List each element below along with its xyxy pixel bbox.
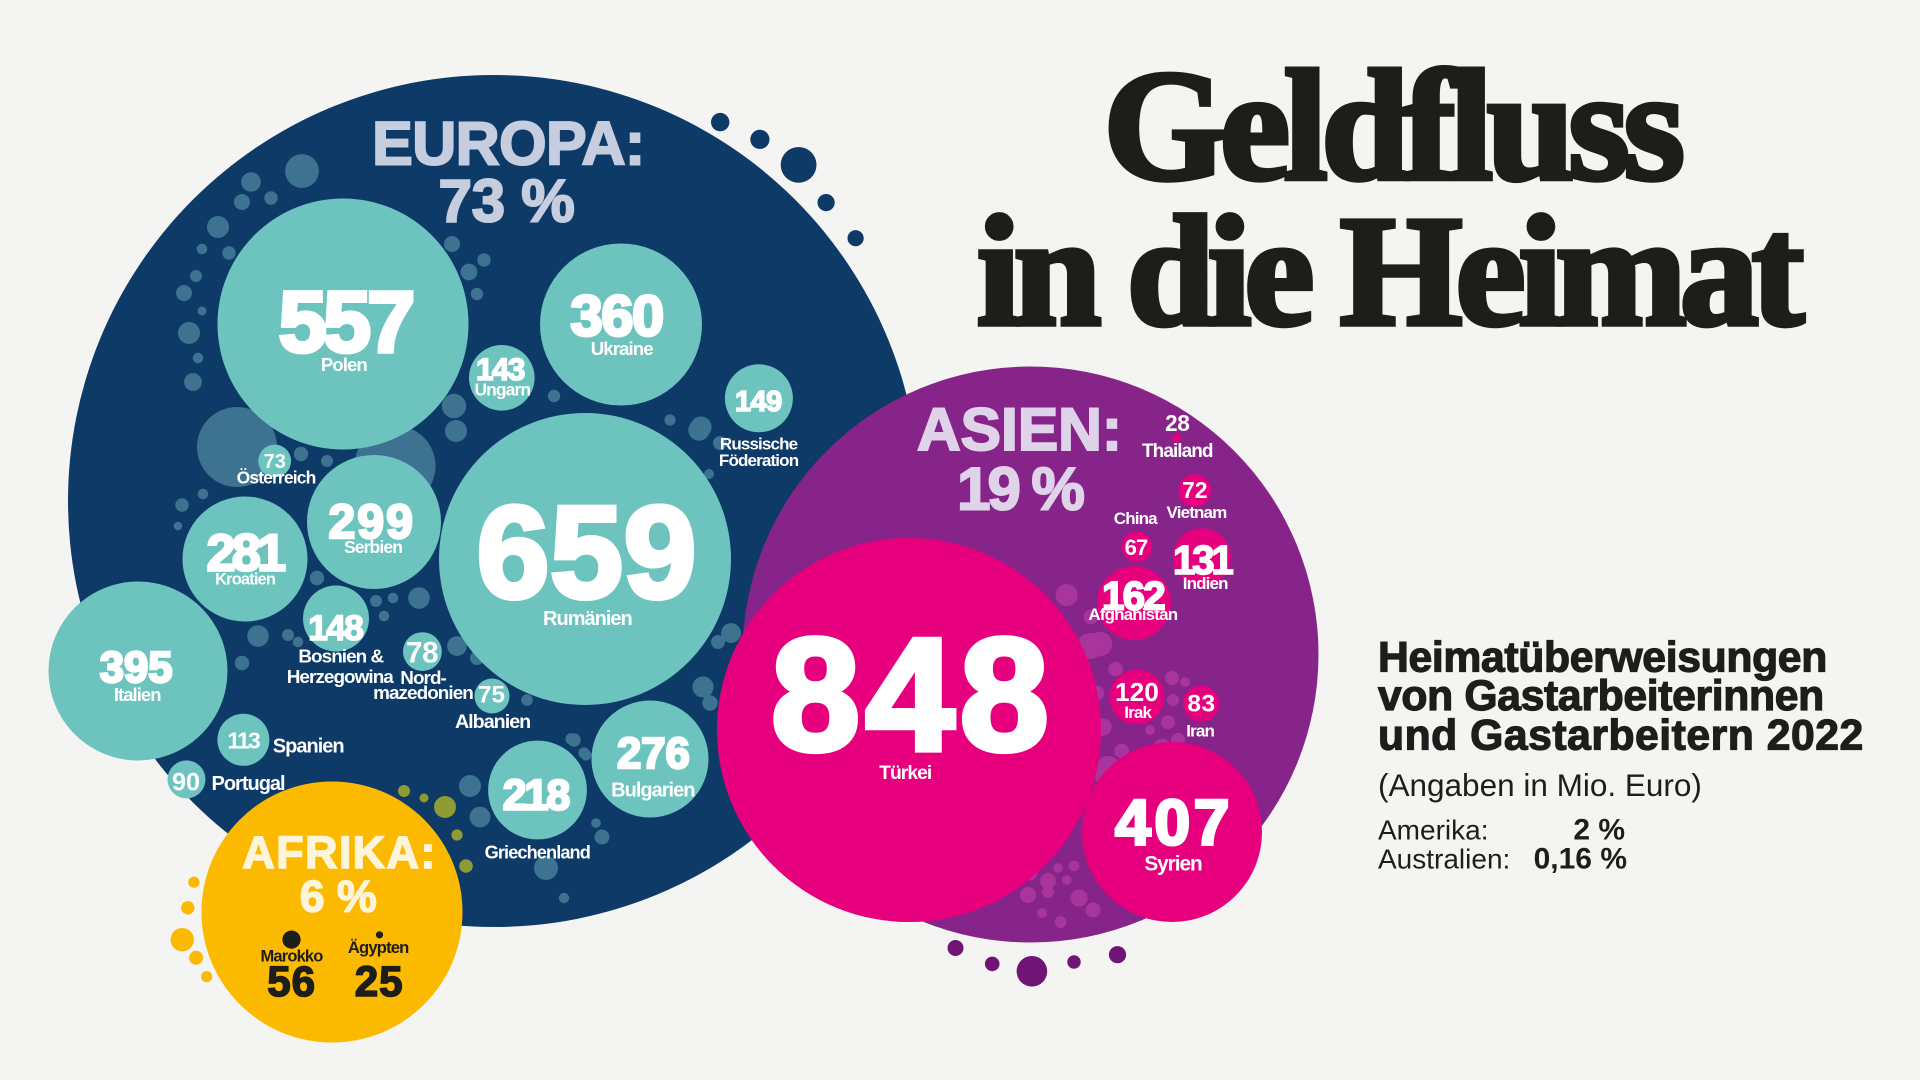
svg-text:Indien: Indien bbox=[1183, 574, 1228, 593]
svg-text:78: 78 bbox=[406, 637, 438, 670]
svg-text:Iran: Iran bbox=[1186, 722, 1214, 741]
svg-text:Spanien: Spanien bbox=[273, 736, 344, 758]
svg-text:Russische: Russische bbox=[720, 434, 798, 453]
svg-text:6 %: 6 % bbox=[300, 872, 377, 921]
svg-text:Vietnam: Vietnam bbox=[1167, 503, 1228, 522]
svg-text:Rumänien: Rumänien bbox=[543, 608, 632, 630]
svg-text:Geldfluss: Geldfluss bbox=[1103, 39, 1681, 214]
svg-text:Australien:: Australien: bbox=[1378, 843, 1510, 874]
svg-text:73: 73 bbox=[264, 451, 286, 473]
svg-text:659: 659 bbox=[477, 478, 698, 625]
svg-text:Ukraine: Ukraine bbox=[591, 338, 654, 359]
svg-text:131: 131 bbox=[1173, 537, 1234, 583]
svg-text:73 %: 73 % bbox=[439, 168, 575, 235]
svg-text:Serbien: Serbien bbox=[344, 537, 402, 557]
svg-text:Italien: Italien bbox=[114, 684, 161, 705]
svg-text:Polen: Polen bbox=[321, 354, 368, 375]
svg-text:557: 557 bbox=[279, 275, 413, 371]
svg-text:von Gastarbeiterinnen: von Gastarbeiterinnen bbox=[1378, 672, 1824, 720]
svg-text:mazedonien: mazedonien bbox=[373, 683, 473, 704]
svg-text:67: 67 bbox=[1125, 535, 1148, 560]
svg-text:AFRIKA:: AFRIKA: bbox=[242, 827, 436, 878]
svg-text:848: 848 bbox=[771, 606, 1054, 784]
svg-text:83: 83 bbox=[1187, 690, 1215, 717]
svg-text:149: 149 bbox=[735, 386, 782, 418]
svg-text:Griechenland: Griechenland bbox=[485, 842, 590, 862]
svg-text:Nord-: Nord- bbox=[400, 668, 446, 689]
svg-text:Albanien: Albanien bbox=[455, 711, 530, 733]
svg-text:Ägypten: Ägypten bbox=[348, 938, 409, 957]
svg-text:56: 56 bbox=[267, 958, 316, 1005]
svg-text:Amerika:: Amerika: bbox=[1378, 814, 1488, 845]
svg-text:EUROPA:: EUROPA: bbox=[372, 110, 645, 178]
svg-text:162: 162 bbox=[1102, 574, 1164, 618]
svg-text:19 %: 19 % bbox=[957, 455, 1083, 522]
svg-text:in die Heimat: in die Heimat bbox=[977, 184, 1804, 359]
svg-text:0,16 %: 0,16 % bbox=[1534, 842, 1627, 875]
svg-text:Marokko: Marokko bbox=[260, 948, 323, 966]
svg-text:und Gastarbeitern 2022: und Gastarbeitern 2022 bbox=[1378, 712, 1864, 760]
svg-text:72: 72 bbox=[1182, 477, 1208, 503]
svg-text:407: 407 bbox=[1115, 786, 1233, 858]
svg-text:Herzegowina: Herzegowina bbox=[287, 667, 395, 688]
svg-text:90: 90 bbox=[172, 769, 200, 797]
svg-text:113: 113 bbox=[227, 728, 260, 754]
svg-text:Afghanistan: Afghanistan bbox=[1088, 605, 1177, 624]
svg-text:395: 395 bbox=[100, 644, 173, 692]
svg-text:120: 120 bbox=[1115, 677, 1159, 707]
svg-text:143: 143 bbox=[476, 351, 525, 387]
svg-text:(Angaben in Mio. Euro): (Angaben in Mio. Euro) bbox=[1378, 767, 1702, 803]
svg-text:Heimatüberweisungen: Heimatüberweisungen bbox=[1378, 633, 1827, 681]
svg-text:299: 299 bbox=[329, 495, 415, 549]
svg-text:281: 281 bbox=[207, 525, 286, 583]
svg-text:Irak: Irak bbox=[1124, 703, 1152, 722]
svg-text:28: 28 bbox=[1165, 410, 1189, 436]
svg-text:Bosnien &: Bosnien & bbox=[298, 647, 384, 668]
svg-text:Föderation: Föderation bbox=[719, 451, 799, 470]
svg-text:75: 75 bbox=[478, 681, 505, 708]
svg-text:ASIEN:: ASIEN: bbox=[917, 395, 1122, 463]
svg-text:Kroatien: Kroatien bbox=[215, 571, 275, 589]
svg-text:25: 25 bbox=[355, 958, 404, 1005]
svg-text:Bulgarien: Bulgarien bbox=[611, 779, 694, 801]
svg-text:Thailand: Thailand bbox=[1142, 441, 1213, 462]
svg-text:218: 218 bbox=[503, 771, 570, 819]
svg-text:Ungarn: Ungarn bbox=[474, 379, 530, 399]
svg-text:Türkei: Türkei bbox=[879, 763, 931, 784]
svg-text:China: China bbox=[1114, 509, 1158, 528]
svg-text:2 %: 2 % bbox=[1573, 813, 1625, 846]
svg-text:276: 276 bbox=[617, 730, 690, 778]
svg-text:Syrien: Syrien bbox=[1144, 852, 1202, 875]
svg-text:Österreich: Österreich bbox=[237, 467, 316, 487]
svg-text:360: 360 bbox=[570, 284, 662, 348]
svg-text:Portugal: Portugal bbox=[212, 773, 286, 795]
svg-text:148: 148 bbox=[308, 608, 363, 648]
